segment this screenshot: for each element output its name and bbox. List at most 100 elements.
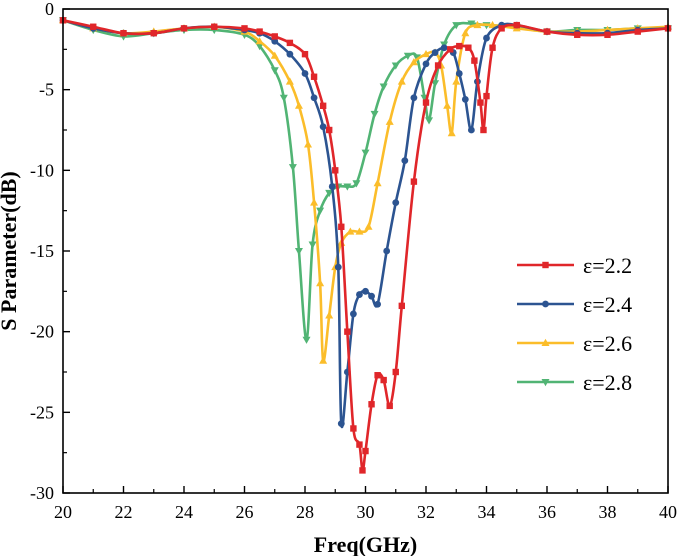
data-point: [346, 227, 355, 235]
y-tick-label: -20: [30, 322, 54, 342]
data-point: [270, 67, 279, 75]
data-point: [447, 46, 454, 53]
x-tick-label: 28: [296, 502, 314, 522]
data-point: [385, 117, 394, 125]
data-point: [483, 34, 490, 42]
legend-label: ε=2.4: [583, 292, 632, 317]
data-point: [383, 247, 391, 255]
data-point: [455, 70, 463, 77]
data-point: [294, 248, 303, 256]
data-point: [392, 199, 400, 207]
data-point: [255, 43, 264, 51]
data-point: [310, 73, 318, 80]
x-tick-label: 34: [478, 502, 496, 522]
data-point: [332, 167, 339, 174]
data-point: [471, 57, 478, 64]
x-tick-label: 32: [417, 502, 435, 522]
legend-marker: [542, 261, 549, 269]
data-point: [480, 126, 487, 134]
data-point: [409, 58, 418, 66]
data-point: [379, 83, 388, 91]
data-point: [304, 140, 313, 148]
data-point: [489, 44, 496, 51]
data-point: [271, 33, 278, 40]
data-point: [310, 94, 318, 102]
series-circle: [59, 16, 672, 429]
y-tick-label: -15: [30, 241, 54, 261]
data-point: [456, 42, 463, 50]
data-point: [286, 50, 294, 58]
data-point: [285, 77, 294, 85]
y-axis-title: S Parameter(dB): [0, 171, 21, 330]
legend-marker: [542, 300, 549, 308]
data-point: [316, 279, 325, 287]
data-point: [543, 28, 551, 35]
legend-label: ε=2.8: [583, 370, 632, 395]
data-point: [410, 178, 418, 185]
data-point: [434, 62, 442, 69]
data-point: [328, 183, 336, 190]
axis-tick-labels: 20 22 24 26 28 30 32 34 36 38 40 0 -5 -10 -15 -20 -25 -30: [30, 0, 677, 522]
data-point: [270, 51, 279, 59]
data-point: [513, 21, 520, 29]
x-tick-label: 20: [54, 502, 72, 522]
data-point: [180, 25, 188, 32]
series-triangle-up: [59, 16, 672, 364]
data-point: [288, 164, 297, 172]
x-tick-label: 24: [175, 502, 193, 522]
data-point: [465, 44, 472, 51]
data-point: [343, 183, 352, 191]
x-axis-title: Freq(GHz): [314, 532, 417, 556]
x-tick-label: 38: [599, 502, 617, 522]
data-point: [498, 25, 505, 32]
data-point: [356, 441, 363, 448]
data-point: [374, 372, 381, 379]
data-point: [294, 101, 303, 109]
y-tick-label: -30: [30, 483, 54, 503]
data-point: [334, 263, 342, 271]
data-point: [461, 95, 469, 103]
data-point: [473, 20, 482, 29]
legend-entry: ε=2.8: [517, 370, 632, 395]
data-point: [422, 60, 430, 68]
data-point: [391, 62, 400, 70]
data-point: [443, 101, 452, 109]
series-line: [62, 19, 669, 363]
data-point: [90, 23, 97, 30]
data-point: [362, 447, 369, 455]
data-point: [401, 157, 409, 165]
data-point: [461, 29, 470, 37]
data-point: [398, 302, 405, 310]
data-point: [308, 241, 317, 249]
data-point: [301, 70, 309, 77]
data-point: [422, 99, 430, 106]
data-point: [316, 207, 325, 215]
data-point: [397, 77, 406, 85]
x-tick-label: 26: [236, 502, 254, 522]
data-point: [452, 77, 461, 85]
series-square: [59, 17, 672, 474]
legend-marker: [541, 338, 550, 346]
data-point: [337, 420, 345, 428]
data-point: [634, 28, 641, 35]
data-point: [302, 336, 311, 344]
data-point: [241, 25, 248, 32]
data-point: [452, 22, 461, 30]
y-tick-label: -5: [39, 80, 54, 100]
data-point: [431, 80, 440, 88]
data-point: [422, 49, 430, 58]
plot-lines: [59, 16, 672, 474]
series-triangle-down: [59, 17, 672, 344]
data-point: [440, 44, 448, 52]
data-point: [403, 52, 412, 60]
series-line: [62, 19, 669, 429]
data-point: [355, 227, 364, 235]
legend-entry: ε=2.2: [517, 253, 632, 278]
x-tick-label: 40: [659, 502, 677, 522]
legend-entry: ε=2.6: [517, 331, 632, 356]
data-point: [356, 291, 363, 298]
data-point: [488, 20, 497, 29]
y-tick-label: -10: [30, 160, 54, 180]
data-point: [362, 287, 369, 295]
data-point: [373, 179, 382, 187]
